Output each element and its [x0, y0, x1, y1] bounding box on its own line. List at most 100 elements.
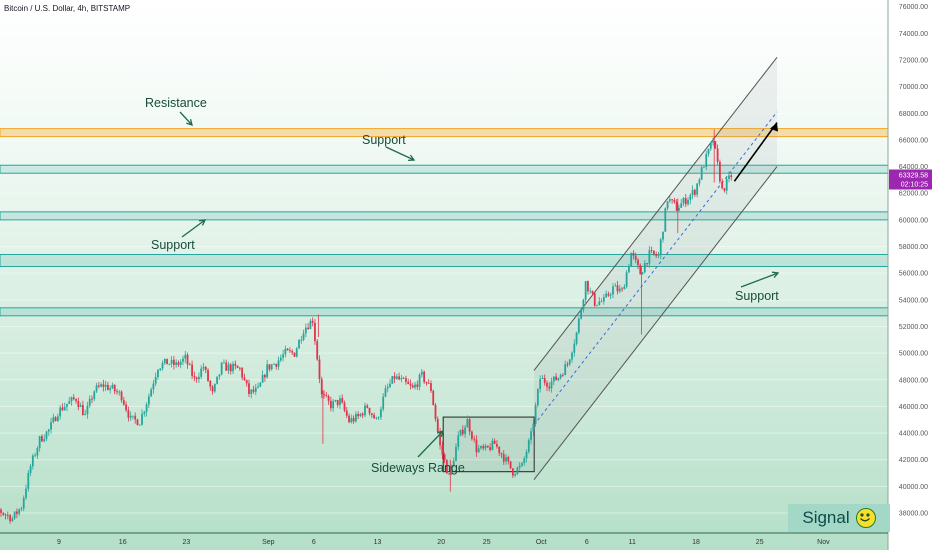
candle: [675, 199, 678, 212]
candle: [668, 196, 671, 204]
candle: [573, 339, 576, 357]
candle-body: [723, 188, 726, 191]
candle: [648, 246, 651, 268]
candle: [143, 410, 146, 417]
candle-body: [612, 286, 614, 295]
annotation-label: Resistance: [145, 96, 207, 110]
candle-body: [411, 385, 414, 388]
candle: [150, 387, 153, 397]
candle-body: [716, 148, 719, 162]
price-tick-label: 74000.00: [899, 31, 928, 38]
candle-body: [188, 364, 191, 366]
candle: [81, 400, 84, 416]
price-tick-label: 60000.00: [899, 217, 928, 224]
price-tick-label: 38000.00: [899, 511, 928, 518]
annotation-label: Support: [151, 238, 195, 252]
candle: [361, 412, 364, 419]
candle: [500, 452, 503, 459]
candle: [0, 508, 2, 517]
support-zone[interactable]: [0, 211, 889, 221]
annotation-arrow[interactable]: [179, 111, 193, 126]
current-price-tag[interactable]: [889, 169, 932, 190]
candle-body: [591, 290, 594, 294]
channel-lower-line[interactable]: [533, 166, 778, 481]
candle-body: [66, 403, 68, 407]
annotation-arrow[interactable]: [385, 146, 415, 161]
candle-body: [516, 467, 519, 474]
arrow-head-icon: [407, 154, 416, 162]
candle: [550, 377, 553, 393]
candle-body: [345, 410, 348, 416]
candle-body: [138, 424, 141, 426]
candle: [59, 405, 62, 420]
candle: [72, 394, 75, 401]
candle: [327, 394, 330, 405]
candle: [402, 376, 405, 379]
candle-body: [573, 343, 576, 353]
candle: [564, 360, 567, 376]
candle-body: [386, 386, 389, 389]
candle-body: [493, 440, 496, 444]
candle-body: [79, 405, 82, 407]
candle: [464, 425, 466, 438]
candle: [682, 196, 685, 207]
candle: [223, 359, 225, 364]
annotation-arrow[interactable]: [181, 219, 206, 238]
support-zone[interactable]: [0, 254, 889, 268]
candle: [191, 360, 193, 380]
annotation-arrow[interactable]: [417, 430, 444, 458]
annotation-arrow[interactable]: [740, 272, 779, 288]
price-tick-label: 66000.00: [899, 137, 928, 144]
candle: [568, 358, 571, 367]
channel-upper-line[interactable]: [533, 56, 778, 371]
candle-body: [678, 207, 680, 211]
projection-arrow[interactable]: [733, 122, 778, 182]
candle-body: [502, 454, 505, 462]
candle: [375, 416, 378, 420]
candle-body: [459, 429, 462, 436]
candle: [598, 297, 601, 306]
candle: [152, 379, 155, 394]
candle-body: [359, 413, 362, 417]
candle-body: [266, 364, 269, 378]
candle-body: [4, 514, 7, 516]
candle: [252, 385, 255, 394]
candle-body: [393, 376, 396, 379]
candle-body: [521, 462, 523, 466]
signal-badge[interactable]: Signal: [788, 504, 890, 532]
price-axis-panel[interactable]: [888, 0, 932, 550]
candle-body: [211, 386, 214, 392]
candle: [304, 323, 307, 338]
candle: [20, 506, 23, 512]
candle: [45, 430, 48, 442]
candle-body: [370, 413, 373, 415]
candle: [516, 466, 519, 476]
candle-body: [93, 391, 96, 400]
candle-body: [514, 473, 517, 476]
annotation-label: Support: [362, 133, 406, 147]
support-zone[interactable]: [0, 307, 889, 317]
candle: [100, 382, 102, 388]
candle-body: [20, 508, 23, 510]
candle-body: [132, 415, 134, 417]
candle: [88, 395, 91, 408]
candle-body: [662, 231, 664, 240]
candle-body: [639, 265, 642, 275]
candle: [257, 382, 259, 389]
candle-body: [245, 379, 248, 384]
candle-body: [473, 438, 476, 440]
candle-body: [241, 368, 244, 378]
candle-body: [391, 376, 394, 384]
candle-body: [668, 199, 671, 202]
candle: [348, 413, 350, 424]
candle: [125, 401, 128, 413]
candle: [295, 346, 298, 358]
candle-body: [432, 390, 435, 406]
annotation-label: Support: [735, 289, 779, 303]
candle-body: [436, 418, 439, 433]
candle: [607, 291, 610, 297]
candle: [97, 382, 100, 389]
candle: [43, 434, 46, 443]
candle-body: [427, 383, 430, 384]
